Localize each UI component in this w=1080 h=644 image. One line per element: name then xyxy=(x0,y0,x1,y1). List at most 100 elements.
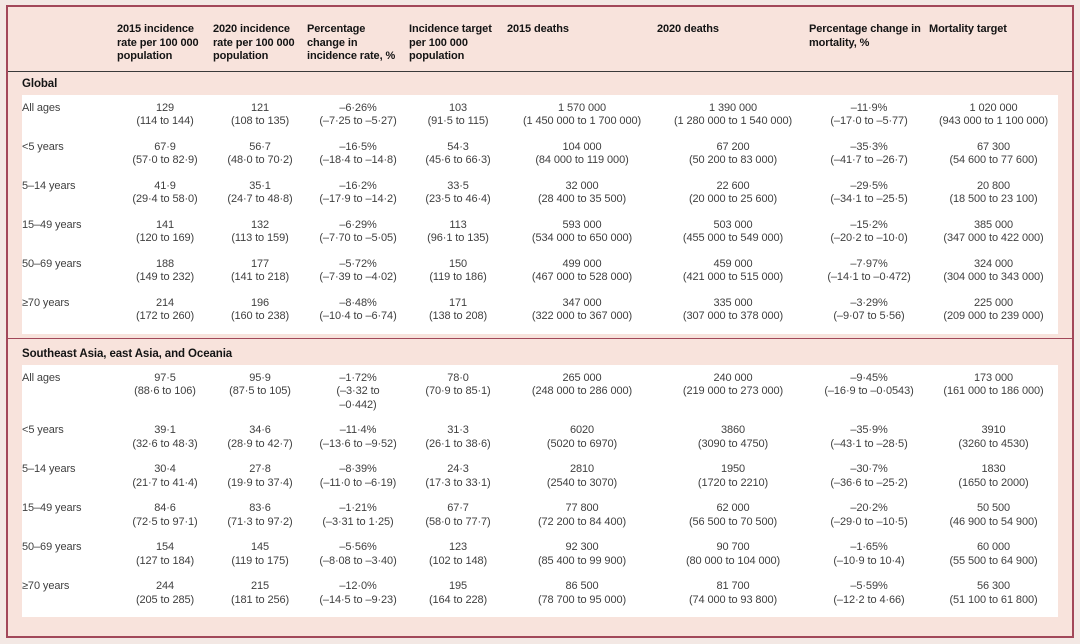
cell-uncertainty-interval: (3260 to 4530) xyxy=(958,437,1029,450)
cell-value: 385 000 xyxy=(973,218,1014,231)
cell-value: 33·5 xyxy=(447,179,469,192)
table-cell: 177 (141 to 218) xyxy=(213,258,307,285)
cell-value: 459 000 xyxy=(713,257,753,270)
column-header-pct-change-mortality: Percentage change in mortality, % xyxy=(809,23,921,49)
cell-uncertainty-interval: (127 to 184) xyxy=(135,554,195,567)
cell-uncertainty-interval: (181 to 256) xyxy=(230,593,290,606)
cell-uncertainty-interval: (–7·39 to –4·02) xyxy=(319,271,397,283)
table-cell: 67·9 (57·0 to 82·9) xyxy=(117,141,213,168)
cell-uncertainty-interval: (3090 to 4750) xyxy=(697,437,769,450)
table-cell: –6·26% (–7·25 to –5·27) xyxy=(307,102,409,129)
table-cell: 54·3 (45·6 to 66·3) xyxy=(409,141,507,168)
table-cell: –12·0% (–14·5 to –9·23) xyxy=(307,580,409,607)
cell-uncertainty-interval: (72·5 to 97·1) xyxy=(132,515,198,528)
cell-value: 121 xyxy=(250,101,270,114)
table-cell: 154 (127 to 184) xyxy=(117,541,213,568)
cell-value: –11·4% xyxy=(339,424,377,436)
table-cell: 104 000 (84 000 to 119 000) xyxy=(507,141,657,168)
table-cell: 6020 (5020 to 6970) xyxy=(507,424,657,451)
table-cell: 95·9 (87·5 to 105) xyxy=(213,372,307,413)
cell-value: 67·9 xyxy=(154,140,176,153)
table-row: All ages 129 (114 to 144) 121 (108 to 135) –6… xyxy=(22,97,1058,136)
cell-uncertainty-interval: (–14·5 to –9·23) xyxy=(319,593,397,606)
table-cell: 33·5 (23·5 to 46·4) xyxy=(409,180,507,207)
table-cell: 103 (91·5 to 115) xyxy=(409,102,507,129)
table-cell: 499 000 (467 000 to 528 000) xyxy=(507,258,657,285)
table-cell: 78·0 (70·9 to 85·1) xyxy=(409,372,507,413)
table-cell: –16·5% (–18·4 to –14·8) xyxy=(307,141,409,168)
cell-value: –35·3% xyxy=(850,140,888,153)
table-cell: 92 300 (85 400 to 99 900) xyxy=(507,541,657,568)
cell-uncertainty-interval: (70·9 to 85·1) xyxy=(425,385,491,397)
cell-uncertainty-interval: (205 to 285) xyxy=(135,593,195,606)
cell-value: 27·8 xyxy=(249,463,271,475)
table-cell: 113 (96·1 to 135) xyxy=(409,219,507,246)
row-label: <5 years xyxy=(22,424,64,436)
table-cell: 2810 (2540 to 3070) xyxy=(507,463,657,490)
table-cell: 1 390 000 (1 280 000 to 1 540 000) xyxy=(657,102,809,129)
cell-value: –29·5% xyxy=(850,179,888,192)
cell-uncertainty-interval: (120 to 169) xyxy=(135,232,195,244)
row-label: 50–69 years xyxy=(22,541,82,553)
cell-value: 1950 xyxy=(720,463,746,475)
table-row: 5–14 years 30·4 (21·7 to 41·4) 27·8 (19·9 to… xyxy=(22,458,1058,497)
cell-uncertainty-interval: (172 to 260) xyxy=(135,310,195,322)
cell-value: –11·9% xyxy=(850,101,888,114)
cell-uncertainty-interval: (–13·6 to –9·52) xyxy=(319,437,397,450)
cell-value: 2810 xyxy=(569,463,595,475)
cell-value: –9·45% xyxy=(850,371,888,384)
cell-value: 324 000 xyxy=(973,257,1014,270)
table-cell: 196 (160 to 238) xyxy=(213,297,307,324)
table-cell: 83·6 (71·3 to 97·2) xyxy=(213,502,307,529)
cell-value: 188 xyxy=(155,257,175,270)
table-cell: 81 700 (74 000 to 93 800) xyxy=(657,580,809,607)
cell-value: 593 000 xyxy=(562,218,602,231)
cell-uncertainty-interval: (45·6 to 66·3) xyxy=(425,154,491,166)
cell-value: 6020 xyxy=(569,424,595,436)
cell-uncertainty-interval: (–11·0 to –6·19) xyxy=(319,476,397,489)
cell-uncertainty-interval: (–43·1 to –28·5) xyxy=(830,437,908,450)
table-cell: –5·59% (–12·2 to 4·66) xyxy=(809,580,929,607)
cell-value: 84·6 xyxy=(154,502,176,514)
table-cell: 121 (108 to 135) xyxy=(213,102,307,129)
table-row: 15–49 years 84·6 (72·5 to 97·1) 83·6 (71·3 t… xyxy=(22,497,1058,536)
cell-value: –16·2% xyxy=(339,179,377,192)
cell-uncertainty-interval: (71·3 to 97·2) xyxy=(227,515,293,528)
table-cell: 32 000 (28 400 to 35 500) xyxy=(507,180,657,207)
header-rule xyxy=(8,70,1072,72)
cell-uncertainty-interval: (160 to 238) xyxy=(230,310,290,322)
table-cell: 50 500 (46 900 to 54 900) xyxy=(929,502,1058,529)
table-cell: 97·5 (88·6 to 106) xyxy=(117,372,213,413)
table-cell: –30·7% (–36·6 to –25·2) xyxy=(809,463,929,490)
cell-value: 67 200 xyxy=(716,140,750,153)
cell-value: 97·5 xyxy=(154,371,176,384)
table-cell: 3910 (3260 to 4530) xyxy=(929,424,1058,451)
cell-value: 50 500 xyxy=(976,502,1011,514)
cell-uncertainty-interval: (51 100 to 61 800) xyxy=(949,593,1038,606)
cell-value: 22 600 xyxy=(716,179,750,192)
cell-value: 78·0 xyxy=(447,371,469,384)
cell-uncertainty-interval: (19·9 to 37·4) xyxy=(227,476,293,489)
cell-uncertainty-interval: (161 000 to 186 000) xyxy=(943,385,1044,397)
section-divider xyxy=(8,337,1072,339)
cell-value: 171 xyxy=(448,296,468,309)
cell-uncertainty-interval: (–8·08 to –3·40) xyxy=(319,554,397,567)
table-cell: –1·21% (–3·31 to 1·25) xyxy=(307,502,409,529)
cell-value: 39·1 xyxy=(154,424,176,436)
cell-value: –6·29% xyxy=(339,218,377,231)
cell-uncertainty-interval: (–17·0 to –5·77) xyxy=(830,115,908,127)
table-cell: 90 700 (80 000 to 104 000) xyxy=(657,541,809,568)
table-cell: 27·8 (19·9 to 37·4) xyxy=(213,463,307,490)
table-cell: 188 (149 to 232) xyxy=(117,258,213,285)
cell-value: 154 xyxy=(155,541,175,553)
cell-value: 173 000 xyxy=(973,371,1014,384)
cell-value: 86 500 xyxy=(565,580,599,592)
cell-uncertainty-interval: (–36·6 to –25·2) xyxy=(830,476,908,489)
table-cell: –3·29% (–9·07 to 5·56) xyxy=(809,297,929,324)
cell-uncertainty-interval: (248 000 to 286 000) xyxy=(531,385,633,397)
cell-value: 132 xyxy=(250,218,270,231)
cell-uncertainty-interval: (48·0 to 70·2) xyxy=(227,154,293,166)
table-cell: 56 300 (51 100 to 61 800) xyxy=(929,580,1058,607)
table-cell: 31·3 (26·1 to 38·6) xyxy=(409,424,507,451)
table-cell: –29·5% (–34·1 to –25·5) xyxy=(809,180,929,207)
